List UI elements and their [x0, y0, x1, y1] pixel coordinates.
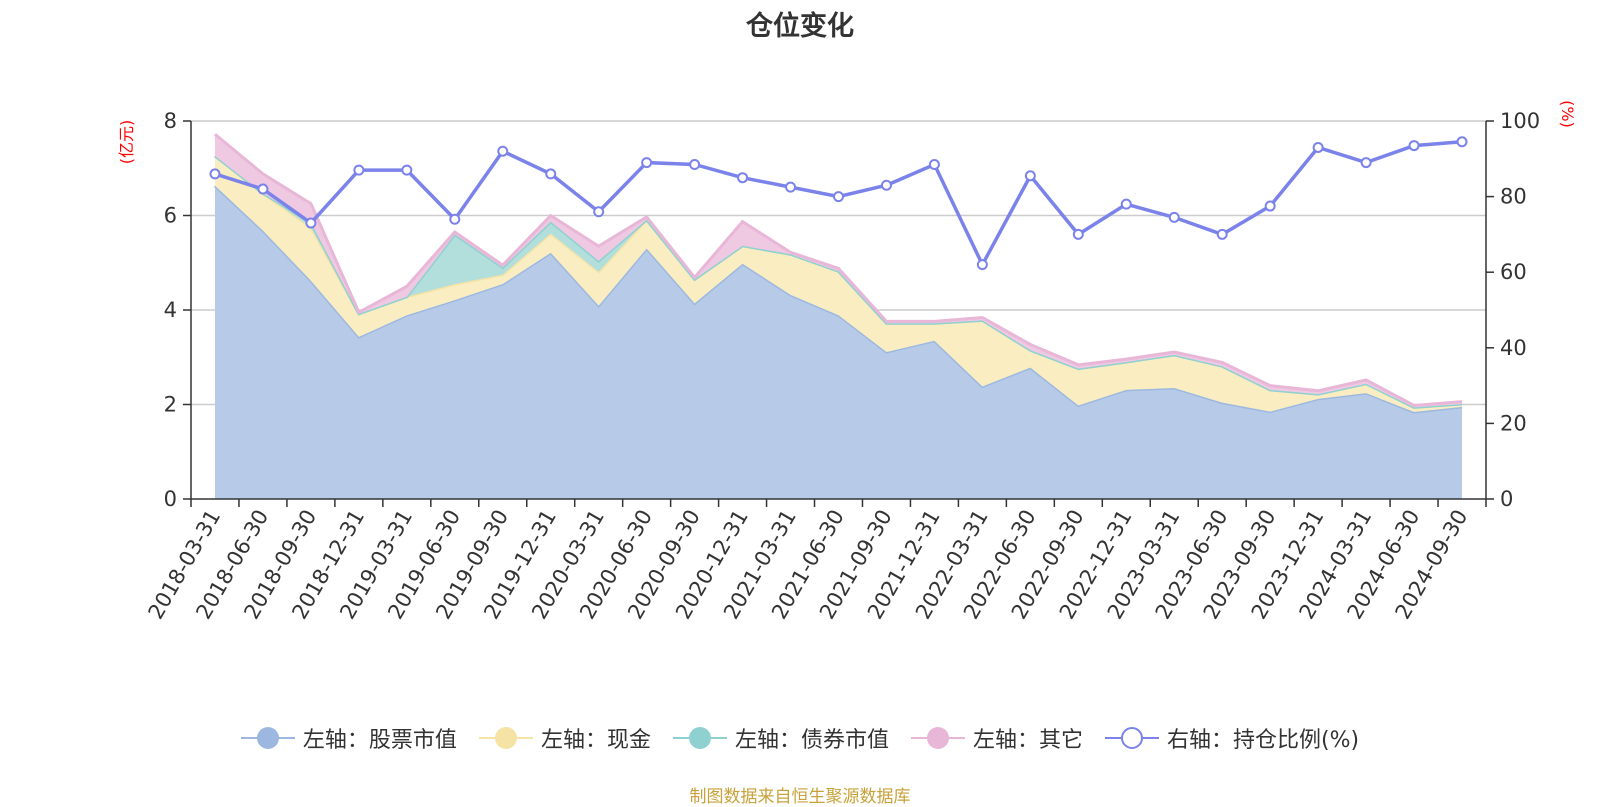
right-axis-tick-label: 60	[1500, 260, 1527, 284]
legend-swatch-icon	[240, 725, 295, 751]
legend-item[interactable]: 右轴：持仓比例(%)	[1104, 722, 1360, 754]
right-axis-tick-label: 20	[1500, 411, 1527, 435]
line-point	[497, 145, 509, 157]
data-source-note: 制图数据来自恒生聚源数据库	[689, 787, 911, 807]
right-axis-tick-label: 0	[1500, 487, 1513, 511]
right-axis-unit: (%)	[1558, 100, 1577, 128]
legend-label: 右轴：持仓比例(%)	[1166, 728, 1360, 753]
legend-item[interactable]: 左轴：其它	[910, 722, 1083, 754]
line-point	[545, 168, 557, 180]
line-point	[1120, 198, 1132, 210]
line-point	[449, 213, 461, 225]
line-point	[1024, 170, 1036, 182]
area-左轴：债券市值	[214, 155, 1463, 408]
legend: 左轴：股票市值 左轴：现金 左轴：债券市值 左轴：其它 右轴：持仓比例(%)	[0, 722, 1600, 754]
legend-item[interactable]: 左轴：现金	[478, 722, 651, 754]
line-point	[641, 157, 653, 169]
line-point	[928, 158, 940, 170]
left-axis-tick-label: 2	[164, 393, 177, 417]
legend-label: 左轴：现金	[540, 728, 651, 753]
line-point	[1072, 228, 1084, 240]
legend-label: 左轴：其它	[972, 728, 1083, 753]
legend-swatch-icon	[1104, 725, 1159, 751]
legend-swatch-icon	[478, 725, 533, 751]
left-axis-tick-label: 6	[164, 204, 177, 228]
line-point	[305, 217, 317, 229]
left-axis-tick-label: 0	[164, 487, 177, 511]
line-point	[209, 168, 221, 180]
line-point	[1264, 200, 1276, 212]
legend-label: 左轴：债券市值	[734, 728, 889, 753]
line-point	[689, 158, 701, 170]
line-point	[1456, 136, 1468, 148]
area-左轴：股票市值	[214, 185, 1463, 500]
line-point	[1312, 141, 1324, 153]
line-point	[401, 164, 413, 176]
area-edge-左轴：其它	[214, 133, 1463, 407]
line-point	[833, 191, 844, 203]
left-axis-tick-label: 8	[164, 109, 177, 133]
line-point	[593, 206, 605, 218]
legend-item[interactable]: 左轴：债券市值	[672, 722, 889, 754]
line-point	[1360, 157, 1372, 169]
line-point	[1408, 140, 1420, 152]
line-point	[1168, 211, 1180, 223]
line-point	[1216, 228, 1228, 240]
line-point	[353, 164, 365, 176]
left-axis-tick-label: 4	[164, 298, 177, 322]
legend-item[interactable]: 左轴：股票市值	[240, 722, 457, 754]
line-point	[976, 259, 988, 271]
area-左轴：现金	[214, 155, 1463, 413]
chart-title: 仓位变化	[746, 11, 854, 42]
left-axis-unit: (亿元)	[117, 120, 136, 165]
legend-swatch-icon	[672, 725, 727, 751]
right-axis-tick-label: 40	[1500, 336, 1527, 360]
line-series	[214, 140, 1463, 269]
legend-label: 左轴：股票市值	[302, 728, 457, 753]
line-point	[257, 183, 269, 195]
right-axis-tick-label: 100	[1500, 109, 1540, 133]
line-point	[785, 181, 797, 193]
right-axis-tick-label: 80	[1500, 185, 1527, 209]
line-point	[737, 172, 749, 184]
legend-swatch-icon	[910, 725, 965, 751]
line-point	[880, 179, 892, 191]
area-左轴：其它	[214, 134, 1463, 408]
